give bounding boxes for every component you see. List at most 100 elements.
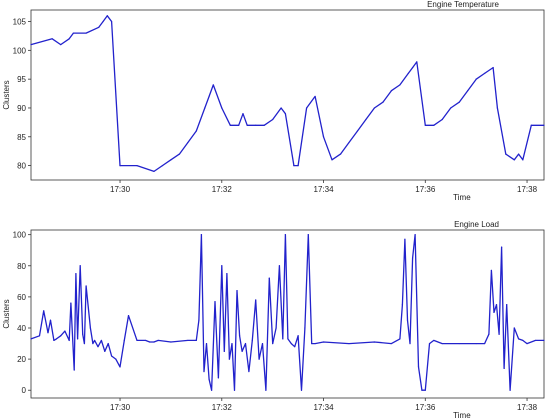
data-point [265,389,267,391]
data-point [290,342,292,345]
chart-title: Engine Temperature [427,0,499,9]
data-point [526,342,528,345]
data-point [399,338,401,340]
data-point [287,338,289,340]
data-point [231,342,233,345]
data-point [365,118,367,121]
data-point [72,32,74,34]
data-point [268,277,270,279]
data-point [297,335,299,337]
data-point [93,339,96,342]
data-point [297,164,299,167]
data-point [68,38,70,40]
data-point [208,378,210,380]
y-tick-label: 95 [17,75,26,84]
data-point [83,342,86,345]
y-tick-label: 80 [17,262,26,271]
data-point [85,285,87,287]
x-tick-label: 17:32 [212,185,233,194]
x-axis-title: Time [453,193,471,202]
plot-frame [30,229,545,399]
y-axis-title: Clusters [2,299,11,328]
data-point [60,43,62,46]
data-point [258,358,260,360]
data-point [115,358,117,360]
y-tick-label: 85 [17,133,26,142]
x-tick-label: 17:32 [212,403,233,412]
data-point [236,290,238,292]
data-point [272,118,274,121]
data-point [294,346,296,348]
data-point [373,341,376,343]
data-point [501,246,503,248]
data-point [305,107,308,109]
data-point [272,342,274,345]
x-tick-label: 17:36 [415,185,436,194]
data-point [214,300,216,303]
data-point [475,78,477,80]
y-tick-label: 105 [13,18,27,27]
data-point [416,61,418,63]
data-point [217,377,219,379]
y-tick-label: 20 [17,355,26,364]
data-point [314,342,316,345]
data-point [414,234,416,236]
data-point [450,107,452,109]
data-point [401,304,403,306]
data-point [119,164,121,167]
data-point [238,124,240,126]
data-point [55,338,58,340]
data-point [47,332,49,334]
data-point [484,342,486,345]
data-point [275,327,277,329]
data-point [73,369,75,371]
data-point [498,333,500,335]
data-point [221,265,223,267]
data-point [123,339,125,342]
data-point [424,389,426,391]
data-point [30,338,32,340]
data-point [522,159,524,161]
data-point [509,389,511,391]
data-point [198,319,200,321]
data-point [322,136,325,138]
data-point [441,118,443,121]
data-point [208,95,210,98]
data-point [356,130,359,132]
data-point [203,370,205,373]
data-point [246,124,248,126]
data-point [399,84,401,86]
data-point [98,26,100,28]
data-point [30,43,32,46]
data-point [229,124,231,126]
data-point [307,234,309,236]
x-tick-label: 17:30 [110,403,131,412]
data-point [506,304,508,306]
data-point [205,342,208,345]
x-tick-label: 17:38 [517,185,538,194]
data-point [417,366,420,368]
data-point [89,327,91,329]
data-point [314,95,316,98]
data-point [293,164,295,167]
data-point [339,153,342,155]
series-line [30,15,544,173]
data-point [233,389,236,391]
data-point [149,341,151,343]
series-line [30,234,544,391]
data-point [441,342,443,345]
data-point [433,124,435,126]
data-point [428,342,431,345]
data-point [92,342,94,345]
data-point [404,238,406,240]
x-tick-label: 17:38 [517,403,538,412]
data-point [60,335,62,337]
data-point [170,341,172,343]
data-point [382,101,384,103]
data-point [513,327,515,329]
data-point [492,67,494,69]
y-tick-label: 60 [17,293,26,302]
data-point [496,107,498,109]
data-point [255,124,257,126]
